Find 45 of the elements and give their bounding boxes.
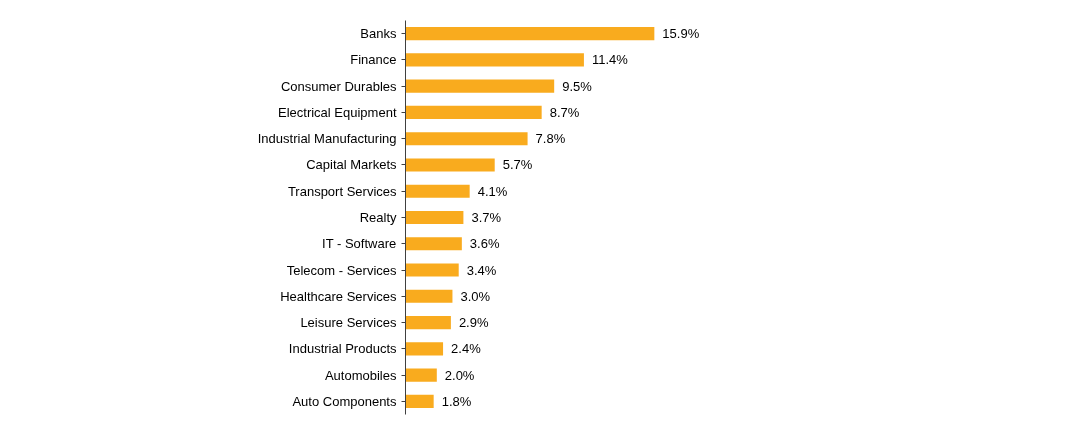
- y-tick-label: Automobiles: [324, 367, 397, 383]
- data-label: 4.1%: [477, 183, 508, 199]
- bar: [405, 210, 464, 225]
- data-label: 15.9%: [662, 26, 700, 42]
- data-label: 3.0%: [460, 288, 491, 304]
- data-label: 2.9%: [458, 315, 489, 331]
- data-label: 9.5%: [562, 78, 593, 94]
- y-tick-label: Finance: [350, 52, 397, 68]
- bar: [405, 184, 470, 198]
- bar: [405, 158, 495, 172]
- y-tick-label: Consumer Durables: [280, 78, 397, 94]
- y-tick-label: Transport Services: [287, 183, 397, 199]
- data-label: 8.7%: [549, 104, 580, 120]
- bar: [405, 53, 584, 67]
- bar: [405, 289, 453, 303]
- y-tick-label: Industrial Products: [288, 341, 397, 357]
- data-label: 1.8%: [441, 393, 472, 409]
- y-tick-label: IT - Software: [322, 236, 397, 252]
- bar: [405, 316, 451, 330]
- data-label: 11.4%: [591, 52, 629, 68]
- y-tick-label: Auto Components: [292, 393, 397, 409]
- y-tick-label: Electrical Equipment: [278, 104, 397, 120]
- data-label: 2.0%: [444, 367, 475, 383]
- bar: [405, 132, 528, 146]
- y-tick-label: Leisure Services: [300, 315, 397, 331]
- data-label: 3.6%: [469, 236, 500, 252]
- y-tick-label: Realty: [359, 210, 397, 225]
- bar: [405, 394, 434, 408]
- y-tick-label: Banks: [360, 26, 397, 42]
- data-label: 7.8%: [535, 131, 566, 147]
- bar: [405, 263, 459, 277]
- bar: [405, 105, 542, 119]
- data-label: 2.4%: [451, 341, 482, 357]
- bar: [405, 342, 444, 356]
- y-tick-label: Telecom - Services: [286, 262, 397, 278]
- bar: [405, 368, 437, 382]
- y-tick-label: Capital Markets: [306, 157, 397, 173]
- data-label: 5.7%: [502, 157, 533, 173]
- y-tick-label: Industrial Manufacturing: [257, 131, 397, 147]
- bar: [405, 237, 462, 251]
- y-tick-label: Healthcare Services: [280, 288, 397, 304]
- data-label: 3.4%: [466, 262, 497, 278]
- data-label: 3.7%: [471, 210, 502, 225]
- bar: [405, 27, 655, 41]
- bar: [405, 79, 555, 93]
